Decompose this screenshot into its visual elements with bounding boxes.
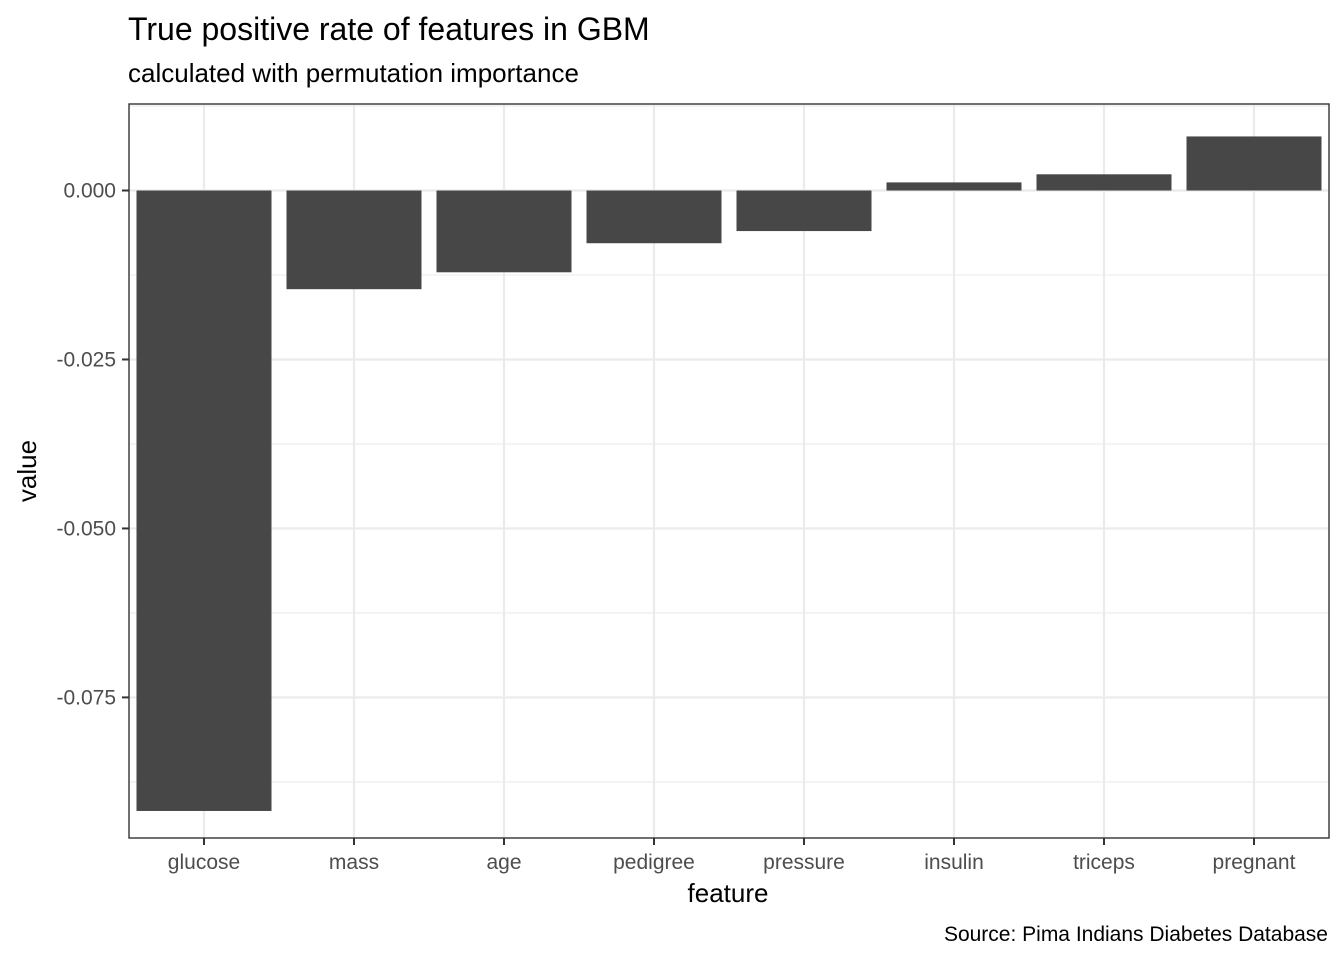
x-tick-label-triceps: triceps [1073,851,1135,874]
bars [136,136,1322,811]
panel-border [128,103,1330,839]
y-tick-label: 0.000 [63,180,116,203]
y-tick-label: -0.025 [56,348,116,371]
x-tick-label-pregnant: pregnant [1213,851,1296,874]
x-axis-title: feature [688,878,769,908]
chart-subtitle: calculated with permutation importance [128,58,579,88]
bar-glucose [136,190,272,811]
bar-triceps [1036,174,1172,191]
x-tick-label-pressure: pressure [763,851,845,874]
chart-title: True positive rate of features in GBM [128,11,650,47]
x-tick-label-glucose: glucose [168,851,240,874]
bar-pressure [736,190,872,232]
chart-caption: Source: Pima Indians Diabetes Database [944,923,1328,946]
x-tick-label-pedigree: pedigree [613,851,695,874]
x-tick-label-age: age [486,851,521,874]
axis-ticks: 0.000 -0.025 -0.050 -0.075 glucose mass age ped… [56,180,1295,874]
x-tick-label-insulin: insulin [924,851,984,874]
bar-insulin [886,182,1022,191]
y-tick-label: -0.050 [56,517,116,540]
bar-pedigree [586,190,722,244]
bar-pregnant [1186,136,1322,191]
y-axis-title: value [12,440,42,502]
bar-age [436,190,572,273]
y-tick-label: -0.075 [56,686,116,709]
x-tick-label-mass: mass [329,851,379,874]
bar-mass [286,190,422,290]
